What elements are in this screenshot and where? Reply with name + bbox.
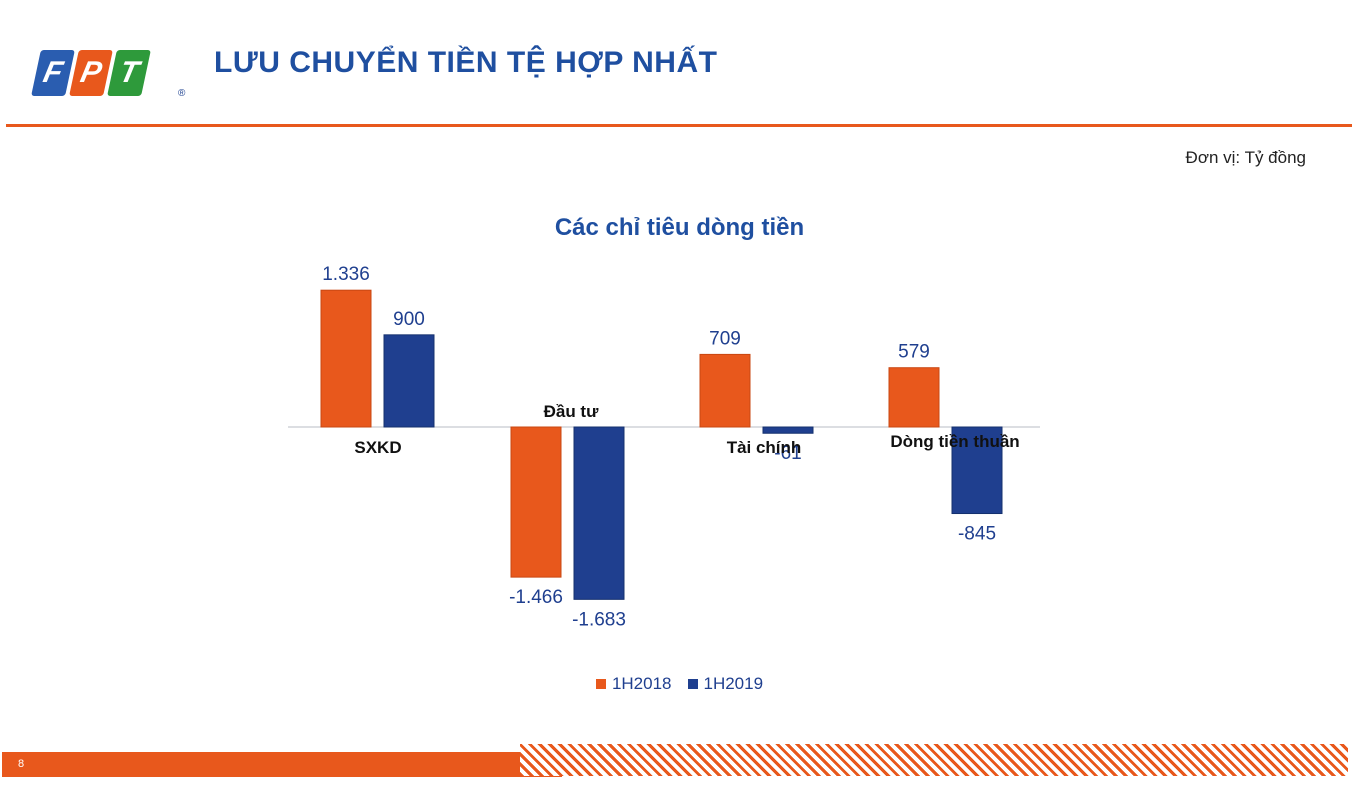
data-label-1h2018-0: 1.336 — [322, 264, 370, 285]
data-label-1h2018-3: 579 — [898, 342, 930, 363]
category-label-0: SXKD — [354, 438, 401, 457]
bar-1h2018-3 — [888, 367, 940, 428]
bar-1h2019-0 — [383, 334, 435, 428]
data-label-1h2019-2: -61 — [774, 443, 801, 464]
unit-label: Đơn vị: Tỷ đồng — [1185, 148, 1306, 167]
bar-1h2018-1 — [510, 426, 562, 578]
category-label-1: Đầu tư — [544, 402, 600, 421]
footer-hatch — [520, 744, 1348, 776]
bar-1h2019-2 — [762, 426, 814, 434]
legend-label-1h2019: 1H2019 — [703, 674, 764, 693]
legend-item-1h2019: 1H2019 — [687, 674, 764, 694]
data-label-1h2018-2: 709 — [709, 328, 741, 349]
chart-legend: 1H2018 1H2019 — [0, 674, 1359, 694]
legend-swatch-1h2019 — [687, 679, 698, 689]
bar-1h2018-2 — [699, 353, 751, 428]
page-number: 8 — [18, 758, 25, 770]
title-divider — [6, 124, 1352, 127]
legend-swatch-1h2018 — [595, 679, 606, 689]
bar-1h2019-3 — [951, 426, 1003, 515]
category-label-2: Tài chính — [727, 438, 802, 457]
legend-label-1h2018: 1H2018 — [611, 674, 672, 693]
bar-1h2018-0 — [320, 289, 372, 428]
data-label-1h2019-1: -1.683 — [572, 609, 626, 630]
chart-title: Các chỉ tiêu dòng tiền — [554, 214, 805, 241]
registered-mark: ® — [178, 88, 186, 99]
data-label-1h2019-0: 900 — [393, 309, 425, 330]
page-title: LƯU CHUYỂN TIỀN TỆ HỢP NHẤT — [214, 46, 718, 79]
bar-1h2019-1 — [573, 426, 625, 600]
footer-bar — [2, 752, 562, 777]
data-label-1h2019-3: -845 — [958, 524, 996, 545]
data-label-1h2018-1: -1.466 — [509, 587, 563, 608]
category-label-3: Dòng tiền thuần — [890, 432, 1019, 451]
fpt-logo: F P T ® — [31, 50, 185, 102]
legend-item-1h2018: 1H2018 — [595, 674, 672, 694]
